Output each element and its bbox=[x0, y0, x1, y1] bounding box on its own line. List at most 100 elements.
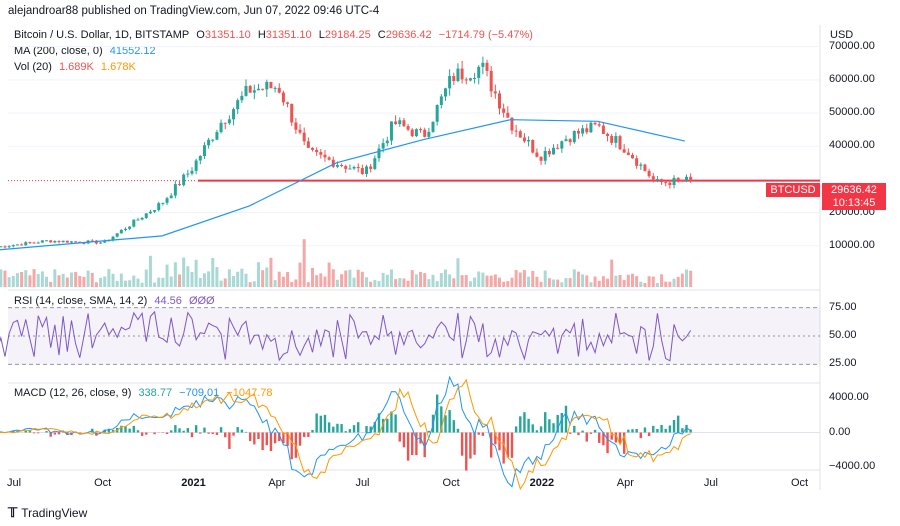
rsi-label[interactable]: RSI (14, close, SMA, 14, 2) bbox=[14, 295, 148, 307]
ma-label[interactable]: MA (200, close, 0) bbox=[14, 45, 103, 57]
volume-bar bbox=[173, 262, 177, 287]
macd-hist-bar bbox=[57, 432, 61, 435]
footer-brand-text: TradingView bbox=[21, 506, 88, 520]
macd-hist-bar bbox=[481, 432, 485, 436]
volume-bar bbox=[344, 270, 348, 287]
macd-hist-bar bbox=[286, 432, 289, 446]
candle bbox=[244, 85, 248, 96]
macd-hist-bar bbox=[689, 429, 692, 433]
candle bbox=[269, 81, 273, 89]
macd-hist-bar bbox=[477, 432, 480, 435]
candle bbox=[302, 132, 306, 142]
macd-hist-bar bbox=[211, 432, 214, 434]
candle bbox=[560, 141, 564, 149]
volume-bar bbox=[356, 269, 360, 287]
macd-legend: MACD (12, 26, close, 9) 338.77 −709.01 −… bbox=[14, 387, 276, 399]
macd-hist-bar bbox=[676, 415, 680, 433]
volume-bar bbox=[153, 282, 157, 287]
macd-hist-bar bbox=[444, 415, 447, 433]
candle bbox=[498, 93, 502, 109]
macd-hist-bar bbox=[544, 412, 547, 433]
candle bbox=[660, 179, 664, 183]
macd-hist-bar bbox=[323, 414, 327, 433]
candle bbox=[223, 122, 227, 124]
macd-hist-bar bbox=[207, 432, 210, 434]
macd-hist-bar bbox=[548, 419, 551, 433]
vol-label[interactable]: Vol (20) bbox=[14, 61, 52, 73]
macd-hist-bar bbox=[373, 421, 377, 433]
volume-bar bbox=[82, 276, 86, 287]
macd-hist-bar bbox=[506, 432, 510, 458]
volume-bar bbox=[460, 275, 464, 287]
macd-hist-bar bbox=[402, 432, 406, 448]
candle bbox=[510, 117, 514, 131]
volume-bar bbox=[265, 267, 269, 287]
candle bbox=[506, 112, 510, 118]
macd-label[interactable]: MACD (12, 26, close, 9) bbox=[14, 387, 132, 399]
macd-hist-bar bbox=[45, 431, 48, 433]
candle bbox=[74, 241, 78, 243]
macd-hist-bar bbox=[357, 422, 360, 433]
volume-bar bbox=[148, 255, 152, 287]
volume-bar bbox=[28, 275, 32, 287]
macd-hist-bar bbox=[643, 427, 647, 433]
candle bbox=[443, 88, 447, 97]
candle bbox=[24, 242, 28, 246]
volume-bar bbox=[535, 276, 539, 287]
candle bbox=[123, 228, 127, 230]
volume-bar bbox=[319, 273, 323, 287]
volume-bar bbox=[119, 273, 123, 287]
macd-hist-bar bbox=[552, 423, 555, 433]
macd-hist-bar bbox=[298, 432, 302, 446]
macd-line-value: −709.01 bbox=[179, 387, 220, 399]
volume-bar bbox=[15, 273, 19, 287]
volume-bar bbox=[664, 281, 668, 287]
macd-hist-bar bbox=[327, 422, 331, 433]
candle bbox=[344, 166, 348, 169]
candle bbox=[273, 87, 277, 89]
candle bbox=[676, 177, 680, 180]
macd-hist-bar bbox=[556, 414, 559, 433]
macd-signal-value: −1047.78 bbox=[226, 387, 273, 399]
volume-bar bbox=[398, 278, 402, 287]
candle bbox=[398, 120, 402, 125]
candle bbox=[65, 240, 69, 243]
vol-value1: 1.689K bbox=[58, 61, 94, 73]
macd-hist-bar bbox=[37, 432, 40, 434]
candle bbox=[103, 240, 107, 243]
macd-hist-bar bbox=[178, 428, 181, 433]
candle bbox=[198, 156, 202, 161]
candle bbox=[248, 85, 252, 93]
volume-bar bbox=[477, 271, 481, 287]
candle bbox=[452, 75, 456, 82]
change-value: −1714.79 (−5.47%) bbox=[438, 29, 533, 41]
volume-bar bbox=[564, 278, 568, 287]
volume-bar bbox=[61, 273, 65, 287]
volume-bar bbox=[227, 269, 231, 287]
footer-brand[interactable]: 𝕋 TradingView bbox=[8, 505, 87, 521]
volume-bar bbox=[294, 279, 298, 287]
volume-bar bbox=[547, 278, 551, 287]
macd-hist-bar bbox=[448, 410, 451, 433]
volume-bar bbox=[190, 271, 194, 287]
macd-hist-bar bbox=[585, 432, 588, 442]
symbol-name[interactable]: Bitcoin / U.S. Dollar, 1D, BITSTAMP bbox=[14, 29, 190, 41]
low-label: L bbox=[318, 29, 325, 41]
macd-hist-bar bbox=[427, 430, 431, 433]
volume-bar bbox=[136, 278, 140, 287]
macd-hist-bar bbox=[647, 432, 651, 436]
macd-hist-bar bbox=[132, 425, 136, 433]
volume-bar bbox=[647, 276, 651, 287]
candle bbox=[281, 92, 285, 103]
volume-bar bbox=[381, 272, 385, 287]
candle bbox=[173, 184, 177, 196]
volume-bar bbox=[506, 281, 510, 287]
macd-hist-bar bbox=[564, 405, 568, 433]
macd-hist-bar bbox=[627, 429, 630, 433]
candle bbox=[28, 242, 32, 244]
volume-bar bbox=[389, 269, 393, 287]
vol-legend: Vol (20) 1.689K 1.678K bbox=[14, 61, 140, 73]
volume-bar bbox=[86, 270, 90, 287]
candle bbox=[518, 131, 522, 138]
